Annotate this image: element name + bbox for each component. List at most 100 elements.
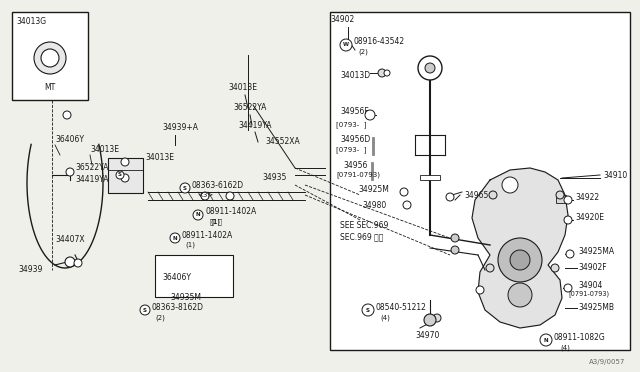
Text: 34956: 34956 (343, 160, 367, 170)
Circle shape (121, 158, 129, 166)
Text: 34904: 34904 (578, 280, 602, 289)
Circle shape (446, 193, 454, 201)
Circle shape (140, 305, 150, 315)
Circle shape (66, 168, 74, 176)
Text: 34407X: 34407X (55, 235, 84, 244)
Circle shape (74, 259, 82, 267)
Text: 08363-8162D: 08363-8162D (152, 302, 204, 311)
Circle shape (564, 284, 572, 292)
Text: SEC.969 参照: SEC.969 参照 (340, 232, 383, 241)
Text: MT: MT (44, 83, 56, 93)
Text: (2): (2) (155, 315, 165, 321)
Bar (371, 162, 373, 180)
Text: 34920E: 34920E (575, 214, 604, 222)
Circle shape (566, 250, 574, 258)
Circle shape (486, 264, 494, 272)
Circle shape (201, 192, 209, 200)
Text: 36406Y: 36406Y (55, 135, 84, 144)
Polygon shape (472, 168, 568, 328)
Text: (2): (2) (358, 49, 368, 55)
Circle shape (400, 188, 408, 196)
Text: 34910: 34910 (603, 170, 627, 180)
Circle shape (63, 111, 71, 119)
Circle shape (564, 196, 572, 204)
Text: 34970: 34970 (415, 330, 440, 340)
Text: 34935M: 34935M (170, 294, 201, 302)
Text: SEE SEC.969: SEE SEC.969 (340, 221, 388, 230)
Text: 34013G: 34013G (16, 17, 46, 26)
Text: N: N (544, 337, 548, 343)
Text: 08540-51212: 08540-51212 (376, 302, 427, 311)
Text: 34965: 34965 (464, 190, 488, 199)
Circle shape (556, 191, 564, 199)
Bar (330, 12, 630, 350)
Text: 34013D: 34013D (340, 71, 370, 80)
Text: S: S (118, 173, 122, 177)
Circle shape (365, 110, 375, 120)
Text: <3>: <3> (197, 192, 213, 198)
Text: (4): (4) (560, 345, 570, 351)
Text: [0791-0793): [0791-0793) (336, 171, 380, 179)
Text: 34419YA: 34419YA (75, 176, 109, 185)
Text: W: W (343, 42, 349, 48)
Text: 34925MB: 34925MB (578, 304, 614, 312)
Circle shape (551, 264, 559, 272)
Text: A3/9/0057: A3/9/0057 (589, 359, 625, 365)
Bar (108, 158, 143, 193)
Circle shape (65, 257, 75, 267)
Circle shape (362, 304, 374, 316)
Circle shape (451, 246, 459, 254)
Text: 36406Y: 36406Y (162, 273, 191, 282)
Text: 36522YA: 36522YA (75, 163, 108, 171)
Bar (155, 255, 233, 297)
Text: 34956D: 34956D (340, 135, 371, 144)
Bar (420, 175, 440, 180)
Text: 34013E: 34013E (90, 145, 119, 154)
Bar (47, 67, 53, 73)
Text: 34935: 34935 (262, 173, 286, 183)
Text: 34013E: 34013E (228, 83, 257, 93)
Circle shape (34, 42, 66, 74)
Text: 34956F: 34956F (340, 108, 369, 116)
Text: 36522YA: 36522YA (233, 103, 266, 112)
Circle shape (418, 56, 442, 80)
Circle shape (564, 216, 572, 224)
Text: 、1）: 、1） (210, 219, 223, 225)
Text: 34013E: 34013E (145, 153, 174, 161)
Circle shape (340, 39, 352, 51)
Bar (12, 12, 88, 100)
Circle shape (384, 70, 390, 76)
Circle shape (41, 49, 59, 67)
Text: 34939+A: 34939+A (162, 124, 198, 132)
Circle shape (378, 69, 386, 77)
Text: (1): (1) (210, 219, 220, 225)
Text: 08916-43542: 08916-43542 (354, 38, 405, 46)
Circle shape (121, 174, 129, 182)
Text: 34419YA: 34419YA (238, 121, 271, 129)
Circle shape (489, 191, 497, 199)
Circle shape (451, 234, 459, 242)
Text: [0793-  ]: [0793- ] (336, 122, 367, 128)
Circle shape (476, 286, 484, 294)
Circle shape (170, 233, 180, 243)
Text: S: S (366, 308, 370, 312)
Bar (556, 195, 566, 203)
Text: 34925M: 34925M (358, 186, 389, 195)
Text: 34552XA: 34552XA (265, 138, 300, 147)
Text: 34902: 34902 (330, 16, 355, 25)
Bar (47, 67, 53, 73)
Text: N: N (173, 235, 177, 241)
Text: (1): (1) (185, 242, 195, 248)
Text: 08911-1402A: 08911-1402A (205, 208, 256, 217)
Text: 34925MA: 34925MA (578, 247, 614, 257)
Text: 08363-6162D: 08363-6162D (192, 180, 244, 189)
Circle shape (433, 314, 441, 322)
Circle shape (540, 334, 552, 346)
Text: 08911-1082G: 08911-1082G (554, 333, 605, 341)
Circle shape (116, 171, 124, 179)
Circle shape (508, 283, 532, 307)
Circle shape (510, 250, 530, 270)
Circle shape (403, 201, 411, 209)
Text: 08911-1402A: 08911-1402A (182, 231, 233, 240)
Text: N: N (196, 212, 200, 218)
